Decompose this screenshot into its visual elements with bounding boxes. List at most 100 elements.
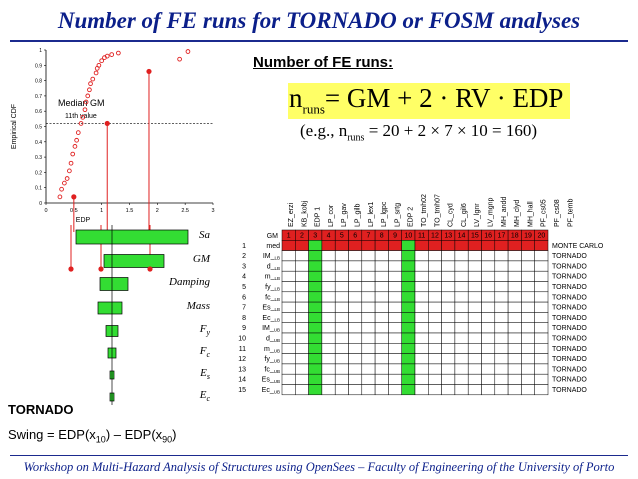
grid-cell [281, 384, 296, 396]
grid-cell [321, 270, 336, 282]
grid-cell [388, 322, 402, 334]
grid-cell [428, 291, 442, 303]
grid-cell [308, 384, 323, 396]
grid-cell [388, 312, 402, 323]
column-header: MH_andd [501, 197, 508, 227]
grid-cell [428, 332, 442, 344]
grid-cell [521, 343, 535, 354]
row-method: TORNADO [552, 377, 587, 384]
grid-cell [388, 373, 402, 385]
tornado-label: Fc [199, 345, 210, 360]
grid-cell [494, 384, 509, 396]
cdf-point [83, 99, 89, 105]
row-method: TORNADO [552, 315, 587, 322]
grid-cell [321, 240, 336, 251]
column-header: LV_lgnr [474, 203, 481, 227]
grid-cell [494, 301, 509, 313]
grid-cell [467, 312, 482, 323]
swing-a: Swing = EDP(x [8, 427, 96, 442]
grid-cell [361, 270, 376, 282]
grid-cell [334, 240, 349, 251]
cdf-point [62, 180, 67, 186]
y-axis-label: Empirical CDF [11, 104, 18, 149]
cdf-point [88, 81, 93, 87]
grid-cell [308, 332, 323, 344]
grid-cell [334, 260, 349, 272]
grid-cell [308, 301, 323, 313]
grid-cell [361, 260, 376, 272]
swing-formula: Swing = EDP(x10) – EDP(x90) [8, 427, 177, 445]
grid-cell [321, 322, 336, 334]
y-tick-label: 0.8 [35, 79, 42, 85]
grid-cell [534, 240, 549, 251]
grid-cell [281, 373, 296, 385]
grid-cell [388, 260, 402, 272]
grid-cell [348, 322, 363, 334]
gm-number: 9 [393, 233, 397, 240]
x-tick-label: 3 [211, 208, 214, 214]
column-header: EDP 2 [408, 207, 415, 227]
row-method: TORNADO [552, 294, 587, 301]
row-method: TORNADO [552, 366, 587, 373]
grid-cell [401, 301, 416, 313]
grid-cell [441, 343, 456, 354]
grid-cell [481, 373, 496, 385]
grid-cell [441, 332, 456, 344]
cdf-point [68, 160, 74, 166]
grid-cell [454, 312, 469, 323]
tornado-bar [103, 254, 165, 268]
column-header: TO_tmh02 [421, 194, 428, 227]
grid-cell [454, 322, 469, 334]
grid-cell [388, 332, 402, 344]
row-number: 9 [242, 325, 246, 332]
column-header: PF_cs05 [541, 199, 548, 227]
grid-cell [534, 301, 549, 313]
grid-cell [321, 281, 336, 293]
grid-cell [534, 270, 549, 282]
grid-cell [521, 384, 535, 396]
grid-cell [534, 322, 549, 334]
cdf-point [104, 53, 110, 59]
tornado-label: Damping [169, 276, 210, 288]
grid-cell [308, 322, 323, 334]
grid-cell [401, 384, 416, 396]
grid-cell [321, 250, 336, 262]
y-tick-label: 0.1 [35, 186, 42, 192]
grid-cell [348, 373, 363, 385]
grid-cell [374, 240, 389, 251]
cdf-point [85, 93, 91, 99]
grid-cell [388, 301, 402, 313]
row-number: 5 [242, 284, 246, 291]
row-number: 2 [242, 253, 246, 260]
cdf-point [80, 114, 86, 120]
grid-cell [348, 260, 363, 272]
tornado-label: Es [200, 367, 210, 382]
grid-cell [467, 301, 482, 313]
grid-cell [348, 291, 363, 303]
grid-cell [534, 343, 549, 354]
tornado-marker [98, 266, 104, 272]
cdf-point [96, 62, 102, 68]
grid-cell [321, 312, 336, 323]
column-header: EDP 1 [315, 207, 322, 227]
grid-cell [348, 353, 363, 365]
column-header: TO_tmh07 [434, 194, 441, 227]
grid-cell [281, 281, 296, 293]
grid-cell [414, 270, 429, 282]
gm-number: 14 [458, 233, 466, 240]
grid-cell [295, 332, 309, 344]
grid-cell [481, 291, 496, 303]
grid-cell [334, 332, 349, 344]
grid-cell [521, 281, 535, 293]
grid-cell [507, 343, 522, 354]
grid-cell [374, 260, 389, 272]
x-tick-label: 1 [100, 208, 103, 214]
grid-cell [494, 322, 509, 334]
grid-cell [428, 312, 442, 323]
example-prefix: (e.g., n [300, 121, 348, 140]
grid-cell [401, 373, 416, 385]
grid-cell [507, 353, 522, 365]
grid-cell [361, 312, 376, 323]
grid-cell [441, 260, 456, 272]
grid-cell [401, 270, 416, 282]
